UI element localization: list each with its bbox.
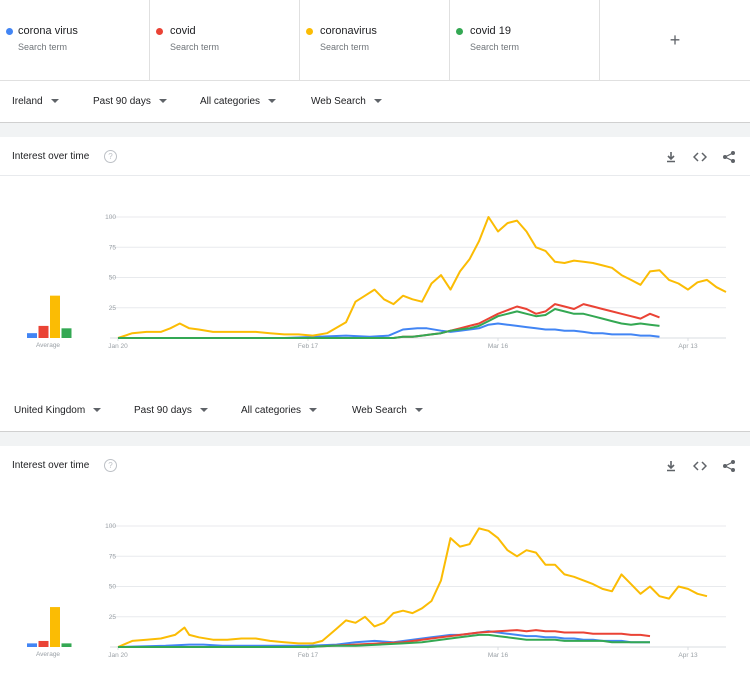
region-dropdown[interactable]: Ireland	[12, 96, 59, 107]
average-bar	[38, 325, 49, 338]
search-type-label: Web Search	[352, 405, 407, 416]
term-subtitle: Search term	[18, 42, 68, 52]
category-label: All categories	[200, 96, 261, 107]
x-tick-label: Apr 13	[678, 343, 698, 350]
series-line	[118, 303, 660, 339]
help-icon[interactable]: ?	[104, 150, 117, 163]
term-name: covid	[170, 25, 196, 37]
y-tick-label: 25	[109, 614, 117, 621]
download-icon[interactable]	[665, 151, 677, 163]
region-label: Ireland	[12, 96, 43, 107]
section-gap	[0, 432, 750, 446]
term-color-dot-icon	[6, 28, 13, 35]
average-bar	[61, 328, 72, 338]
x-tick-label: Mar 16	[488, 343, 509, 350]
share-icon[interactable]	[722, 459, 736, 473]
category-dropdown[interactable]: All categories	[241, 405, 318, 416]
help-icon[interactable]: ?	[104, 459, 117, 472]
y-tick-label: 50	[109, 584, 117, 591]
period-label: Past 90 days	[134, 405, 192, 416]
series-line	[117, 216, 727, 339]
term-subtitle: Search term	[320, 42, 370, 52]
divider	[0, 431, 750, 432]
average-label: Average	[36, 651, 60, 658]
x-tick-label: Jan 20	[108, 652, 128, 659]
category-label: All categories	[241, 405, 302, 416]
section-gap	[0, 123, 750, 137]
average-bar	[38, 640, 49, 647]
add-comparison-button[interactable]: +	[669, 29, 681, 50]
term-color-dot-icon	[156, 28, 163, 35]
chevron-down-icon	[414, 408, 423, 413]
divider	[0, 122, 750, 123]
x-tick-label: Feb 17	[298, 652, 319, 659]
search-term-2[interactable]: covid Search term	[150, 0, 300, 80]
series-line	[117, 527, 708, 648]
embed-code-icon[interactable]	[693, 151, 707, 163]
y-tick-label: 100	[105, 523, 116, 530]
x-tick-label: Jan 20	[108, 343, 128, 350]
chevron-down-icon	[373, 99, 382, 104]
region-label: United Kingdom	[14, 405, 86, 416]
line-chart-united-kingdom: 100 75 50 25 Jan 20 Feb 17 Mar 16 Apr 13 Average	[27, 523, 726, 659]
average-bar	[61, 643, 72, 647]
y-tick-label: 25	[109, 305, 117, 312]
panel-title: Interest over time	[12, 460, 90, 471]
term-subtitle: Search term	[470, 42, 520, 52]
line-chart-ireland: 100 75 50 25 Jan 20 Feb 17 Mar 16 Apr 13 Average	[27, 214, 727, 350]
term-name: corona virus	[18, 25, 78, 37]
chevron-down-icon	[158, 99, 167, 104]
y-tick-label: 100	[105, 214, 116, 221]
search-term-4[interactable]: covid 19 Search term	[450, 0, 600, 80]
search-type-dropdown[interactable]: Web Search	[352, 405, 423, 416]
x-tick-label: Mar 16	[488, 652, 509, 659]
average-bar	[27, 643, 37, 647]
term-name: coronavirus	[320, 25, 377, 37]
average-bar	[50, 295, 60, 338]
series-line	[118, 322, 660, 339]
average-label: Average	[36, 342, 60, 349]
interest-over-time-panel-1: Interest over time ? 100 75 50 25 Jan 20 Feb …	[0, 137, 750, 377]
x-tick-label: Apr 13	[678, 652, 698, 659]
filter-bar-2: United Kingdom Past 90 days All categori…	[0, 391, 750, 431]
chevron-down-icon	[268, 99, 277, 104]
series-line	[118, 633, 650, 648]
embed-code-icon[interactable]	[693, 460, 707, 472]
download-icon[interactable]	[665, 460, 677, 472]
filter-bar-1: Ireland Past 90 days All categories Web …	[0, 82, 750, 122]
term-name: covid 19	[470, 25, 511, 37]
chevron-down-icon	[309, 408, 318, 413]
y-tick-label: 50	[109, 275, 117, 282]
term-subtitle: Search term	[170, 42, 220, 52]
interest-over-time-panel-2: Interest over time ? 100 75 50 25 Jan 20 Feb …	[0, 446, 750, 696]
panel-title: Interest over time	[12, 151, 90, 162]
x-tick-label: Feb 17	[298, 343, 319, 350]
period-label: Past 90 days	[93, 96, 151, 107]
search-term-3[interactable]: coronavirus Search term	[300, 0, 450, 80]
term-color-dot-icon	[306, 28, 313, 35]
y-tick-label: 75	[109, 553, 117, 560]
period-dropdown[interactable]: Past 90 days	[134, 405, 208, 416]
series-line	[118, 308, 660, 339]
share-icon[interactable]	[722, 150, 736, 164]
panel-header-divider	[0, 175, 750, 176]
search-type-dropdown[interactable]: Web Search	[311, 96, 382, 107]
search-terms-bar: corona virus Search term covid Search te…	[0, 0, 750, 81]
chevron-down-icon	[93, 408, 102, 413]
search-term-1[interactable]: corona virus Search term	[0, 0, 150, 80]
region-dropdown[interactable]: United Kingdom	[14, 405, 102, 416]
chevron-down-icon	[50, 99, 59, 104]
average-bar	[50, 607, 60, 647]
chevron-down-icon	[199, 408, 208, 413]
search-type-label: Web Search	[311, 96, 366, 107]
average-bar	[27, 333, 37, 338]
y-tick-label: 75	[109, 244, 117, 251]
category-dropdown[interactable]: All categories	[200, 96, 277, 107]
period-dropdown[interactable]: Past 90 days	[93, 96, 167, 107]
term-color-dot-icon	[456, 28, 463, 35]
series-line	[118, 629, 651, 648]
